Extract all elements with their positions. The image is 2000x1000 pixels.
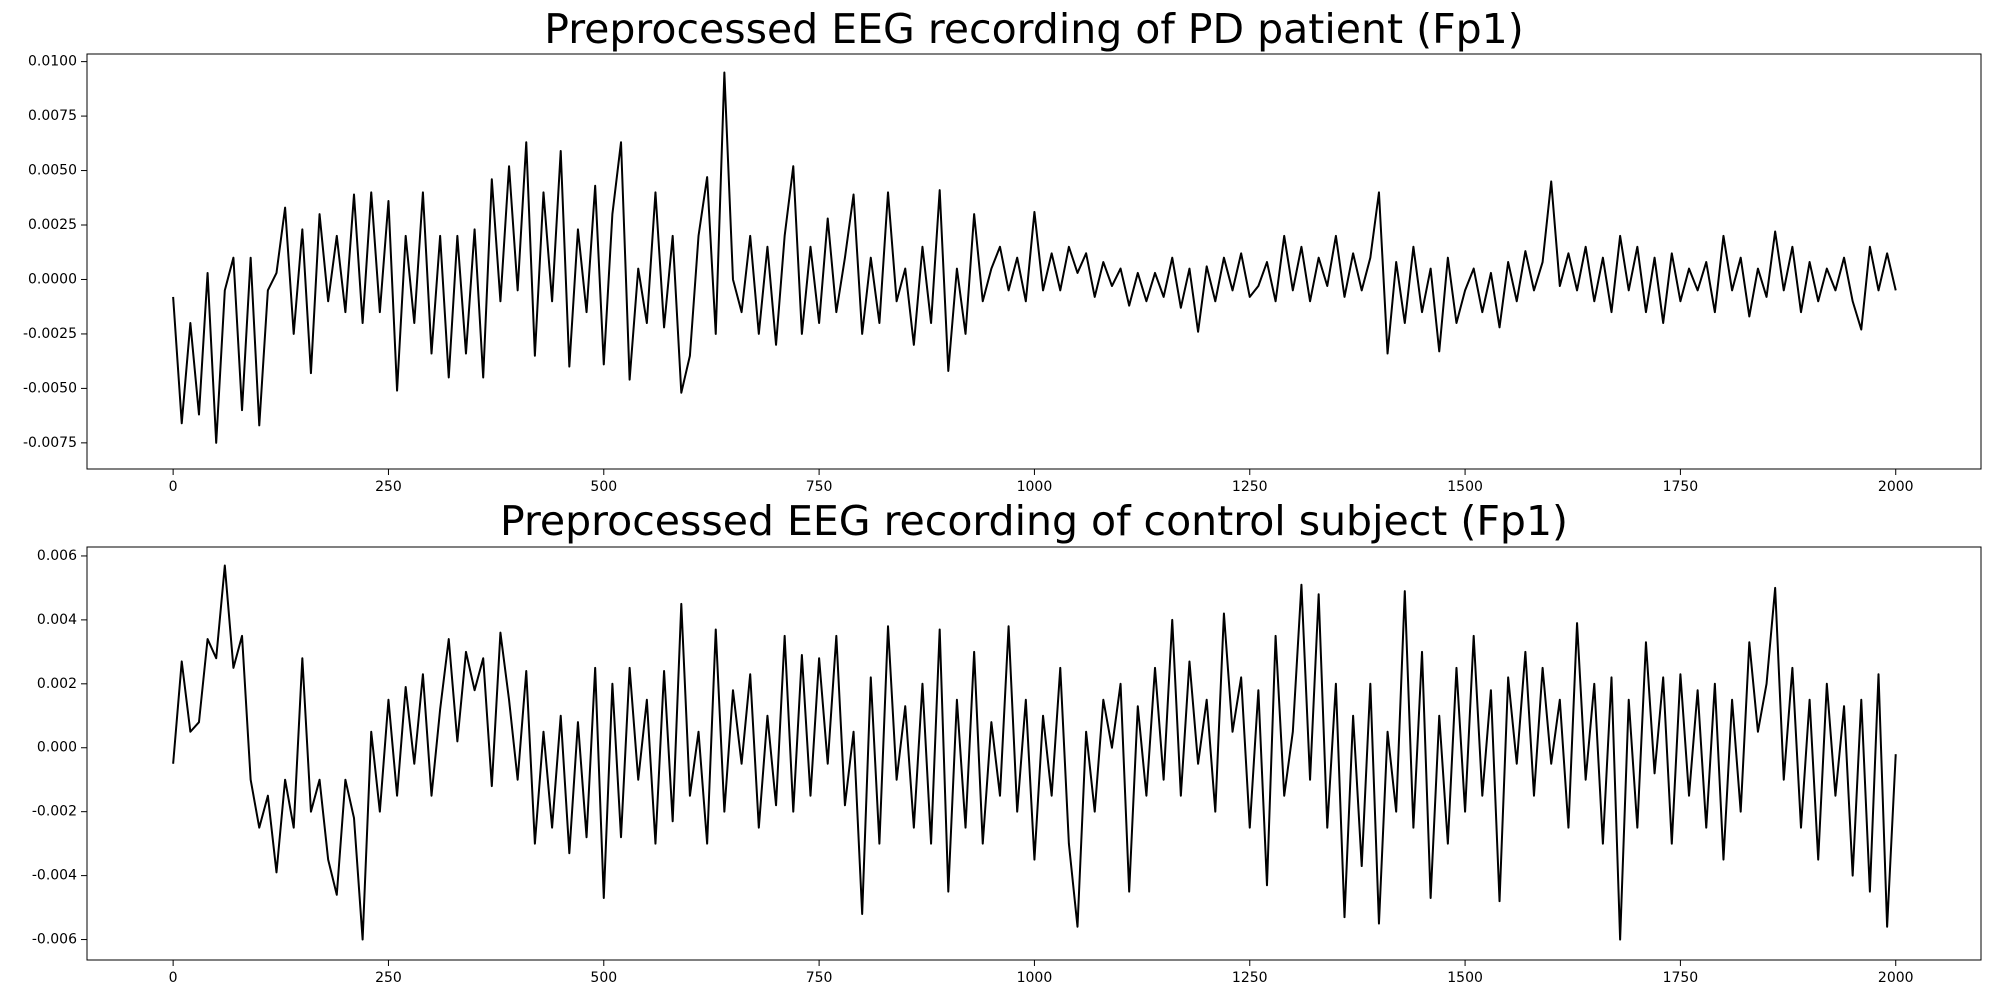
x-tick-label: 1250 (1232, 479, 1268, 495)
y-tick-label: 0.0100 (28, 54, 77, 70)
chart-title: Preprocessed EEG recording of control su… (500, 497, 1568, 545)
x-tick-label: 1750 (1663, 970, 1699, 986)
y-tick-label: 0.0025 (28, 217, 77, 233)
y-tick-label: 0.000 (37, 740, 77, 756)
y-tick-label: -0.0075 (23, 435, 77, 451)
x-tick-label: 500 (590, 970, 617, 986)
y-tick-label: 0.004 (37, 612, 77, 628)
eeg-line (172, 71, 1897, 444)
x-tick-label: 250 (375, 970, 402, 986)
x-tick-label: 0 (169, 479, 178, 495)
axes-frame (86, 546, 1982, 961)
y-tick-label: -0.0050 (23, 380, 77, 396)
x-tick-label: 750 (806, 970, 833, 986)
x-tick-label: 1750 (1663, 479, 1699, 495)
y-tick-label: -0.004 (32, 868, 77, 884)
x-tick-label: 1500 (1447, 479, 1483, 495)
y-tick-label: -0.006 (32, 932, 77, 948)
x-tick-label: 1250 (1232, 970, 1268, 986)
x-tick-label: 1500 (1447, 970, 1483, 986)
y-tick-label: 0.0050 (28, 163, 77, 179)
x-tick-label: 2000 (1878, 479, 1914, 495)
chart-title: Preprocessed EEG recording of PD patient… (544, 5, 1524, 53)
x-tick-label: 250 (375, 479, 402, 495)
x-tick-label: 500 (590, 479, 617, 495)
y-tick-label: 0.0000 (28, 271, 77, 287)
x-tick-label: 2000 (1878, 970, 1914, 986)
axes-frame (86, 53, 1982, 470)
y-tick-label: -0.0025 (23, 326, 77, 342)
x-tick-label: 1000 (1017, 479, 1053, 495)
x-tick-label: 1000 (1017, 970, 1053, 986)
y-tick-label: 0.0075 (28, 108, 77, 124)
y-tick-label: -0.002 (32, 804, 77, 820)
eeg-line (172, 564, 1897, 941)
x-tick-label: 750 (806, 479, 833, 495)
y-tick-label: 0.006 (37, 548, 77, 564)
x-tick-label: 0 (169, 970, 178, 986)
y-tick-label: 0.002 (37, 676, 77, 692)
